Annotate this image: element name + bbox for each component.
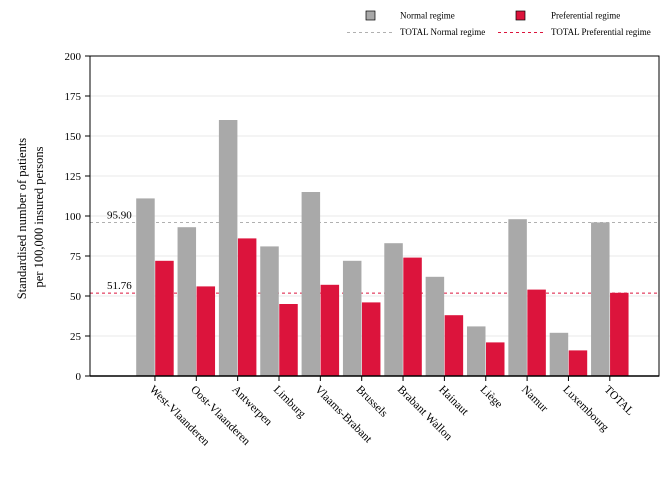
y-axis-ticks: 0 25 50 75 100 125 150 175 200 (65, 51, 90, 383)
y-tick-label: 125 (65, 171, 82, 183)
legend-label-total-normal-regime: TOTAL Normal regime (400, 27, 485, 37)
y-axis-label-line-1: Standardised number of patients (15, 138, 29, 300)
y-tick-label: 75 (70, 251, 82, 263)
bar-preferential-regime-antwerpen (237, 238, 257, 376)
legend: Normal regime Preferential regime TOTAL … (347, 10, 651, 37)
bar-preferential-regime-brussels (361, 302, 381, 376)
x-tick-label-antwerpen: Antwerpen (230, 384, 275, 429)
reference-line-label: 51.76 (107, 280, 132, 292)
legend-swatch-normal-regime (365, 10, 376, 21)
bar-preferential-regime-limburg (279, 304, 298, 376)
bar-normal-regime-luxembourg (549, 332, 569, 376)
gridlines (90, 55, 659, 337)
reference-lines: 95.90 51.76 (90, 210, 659, 294)
bar-normal-regime-west-vlaanderen (136, 198, 155, 376)
legend-label-total-preferential-regime: TOTAL Preferential regime (551, 27, 651, 37)
bar-preferential-regime-west-vlaanderen (155, 260, 174, 376)
bar-normal-regime-liege (467, 326, 486, 376)
legend-label-preferential-regime: Preferential regime (551, 11, 620, 21)
bar-preferential-regime-hainaut (444, 315, 464, 376)
legend-swatch-preferential-regime (515, 10, 526, 21)
x-tick-label-brussels: Brussels (354, 384, 390, 420)
y-tick-label: 100 (65, 211, 82, 223)
y-tick-label: 50 (70, 291, 82, 303)
bar-normal-regime-antwerpen (218, 120, 238, 376)
bar-preferential-regime-liege (486, 342, 505, 376)
y-tick-label: 150 (65, 131, 82, 143)
bars (136, 120, 629, 376)
bar-normal-regime-brabant-wallon (384, 243, 403, 376)
x-tick-label-namur: Namur (519, 384, 550, 415)
bar-normal-regime-namur (508, 219, 527, 376)
x-tick-label-liege: Liège (478, 384, 505, 411)
y-tick-label: 175 (65, 91, 82, 103)
x-axis-ticks: West-VlaanderenOost-VlaanderenAntwerpenL… (147, 376, 636, 449)
bar-preferential-regime-vlaams-brabant (320, 284, 340, 376)
bar-normal-regime-hainaut (425, 276, 445, 376)
bar-normal-regime-brussels (342, 260, 362, 376)
bar-normal-regime-total (591, 222, 610, 376)
bar-normal-regime-limburg (260, 246, 279, 376)
y-tick-label: 25 (70, 331, 82, 343)
bar-preferential-regime-namur (527, 289, 546, 376)
bar-normal-regime-oost-vlaanderen (177, 227, 197, 376)
bar-normal-regime-vlaams-brabant (301, 192, 321, 376)
y-tick-label: 200 (65, 51, 82, 63)
legend-label-normal-regime: Normal regime (400, 11, 455, 21)
reference-line-label: 95.90 (107, 210, 132, 222)
y-axis-label-line-2: per 100,000 insured persons (32, 146, 46, 287)
bar-preferential-regime-luxembourg (568, 350, 588, 376)
bar-preferential-regime-brabant-wallon (403, 257, 422, 376)
bar-preferential-regime-oost-vlaanderen (196, 286, 216, 376)
y-tick-label: 0 (76, 371, 82, 383)
bar-preferential-regime-total (610, 292, 629, 376)
x-tick-label-limburg: Limburg (271, 384, 308, 421)
x-tick-label-total: TOTAL (602, 384, 636, 418)
x-tick-label-hainaut: Hainaut (436, 384, 471, 419)
y-axis-label: Standardised number of patients per 100,… (15, 135, 46, 300)
